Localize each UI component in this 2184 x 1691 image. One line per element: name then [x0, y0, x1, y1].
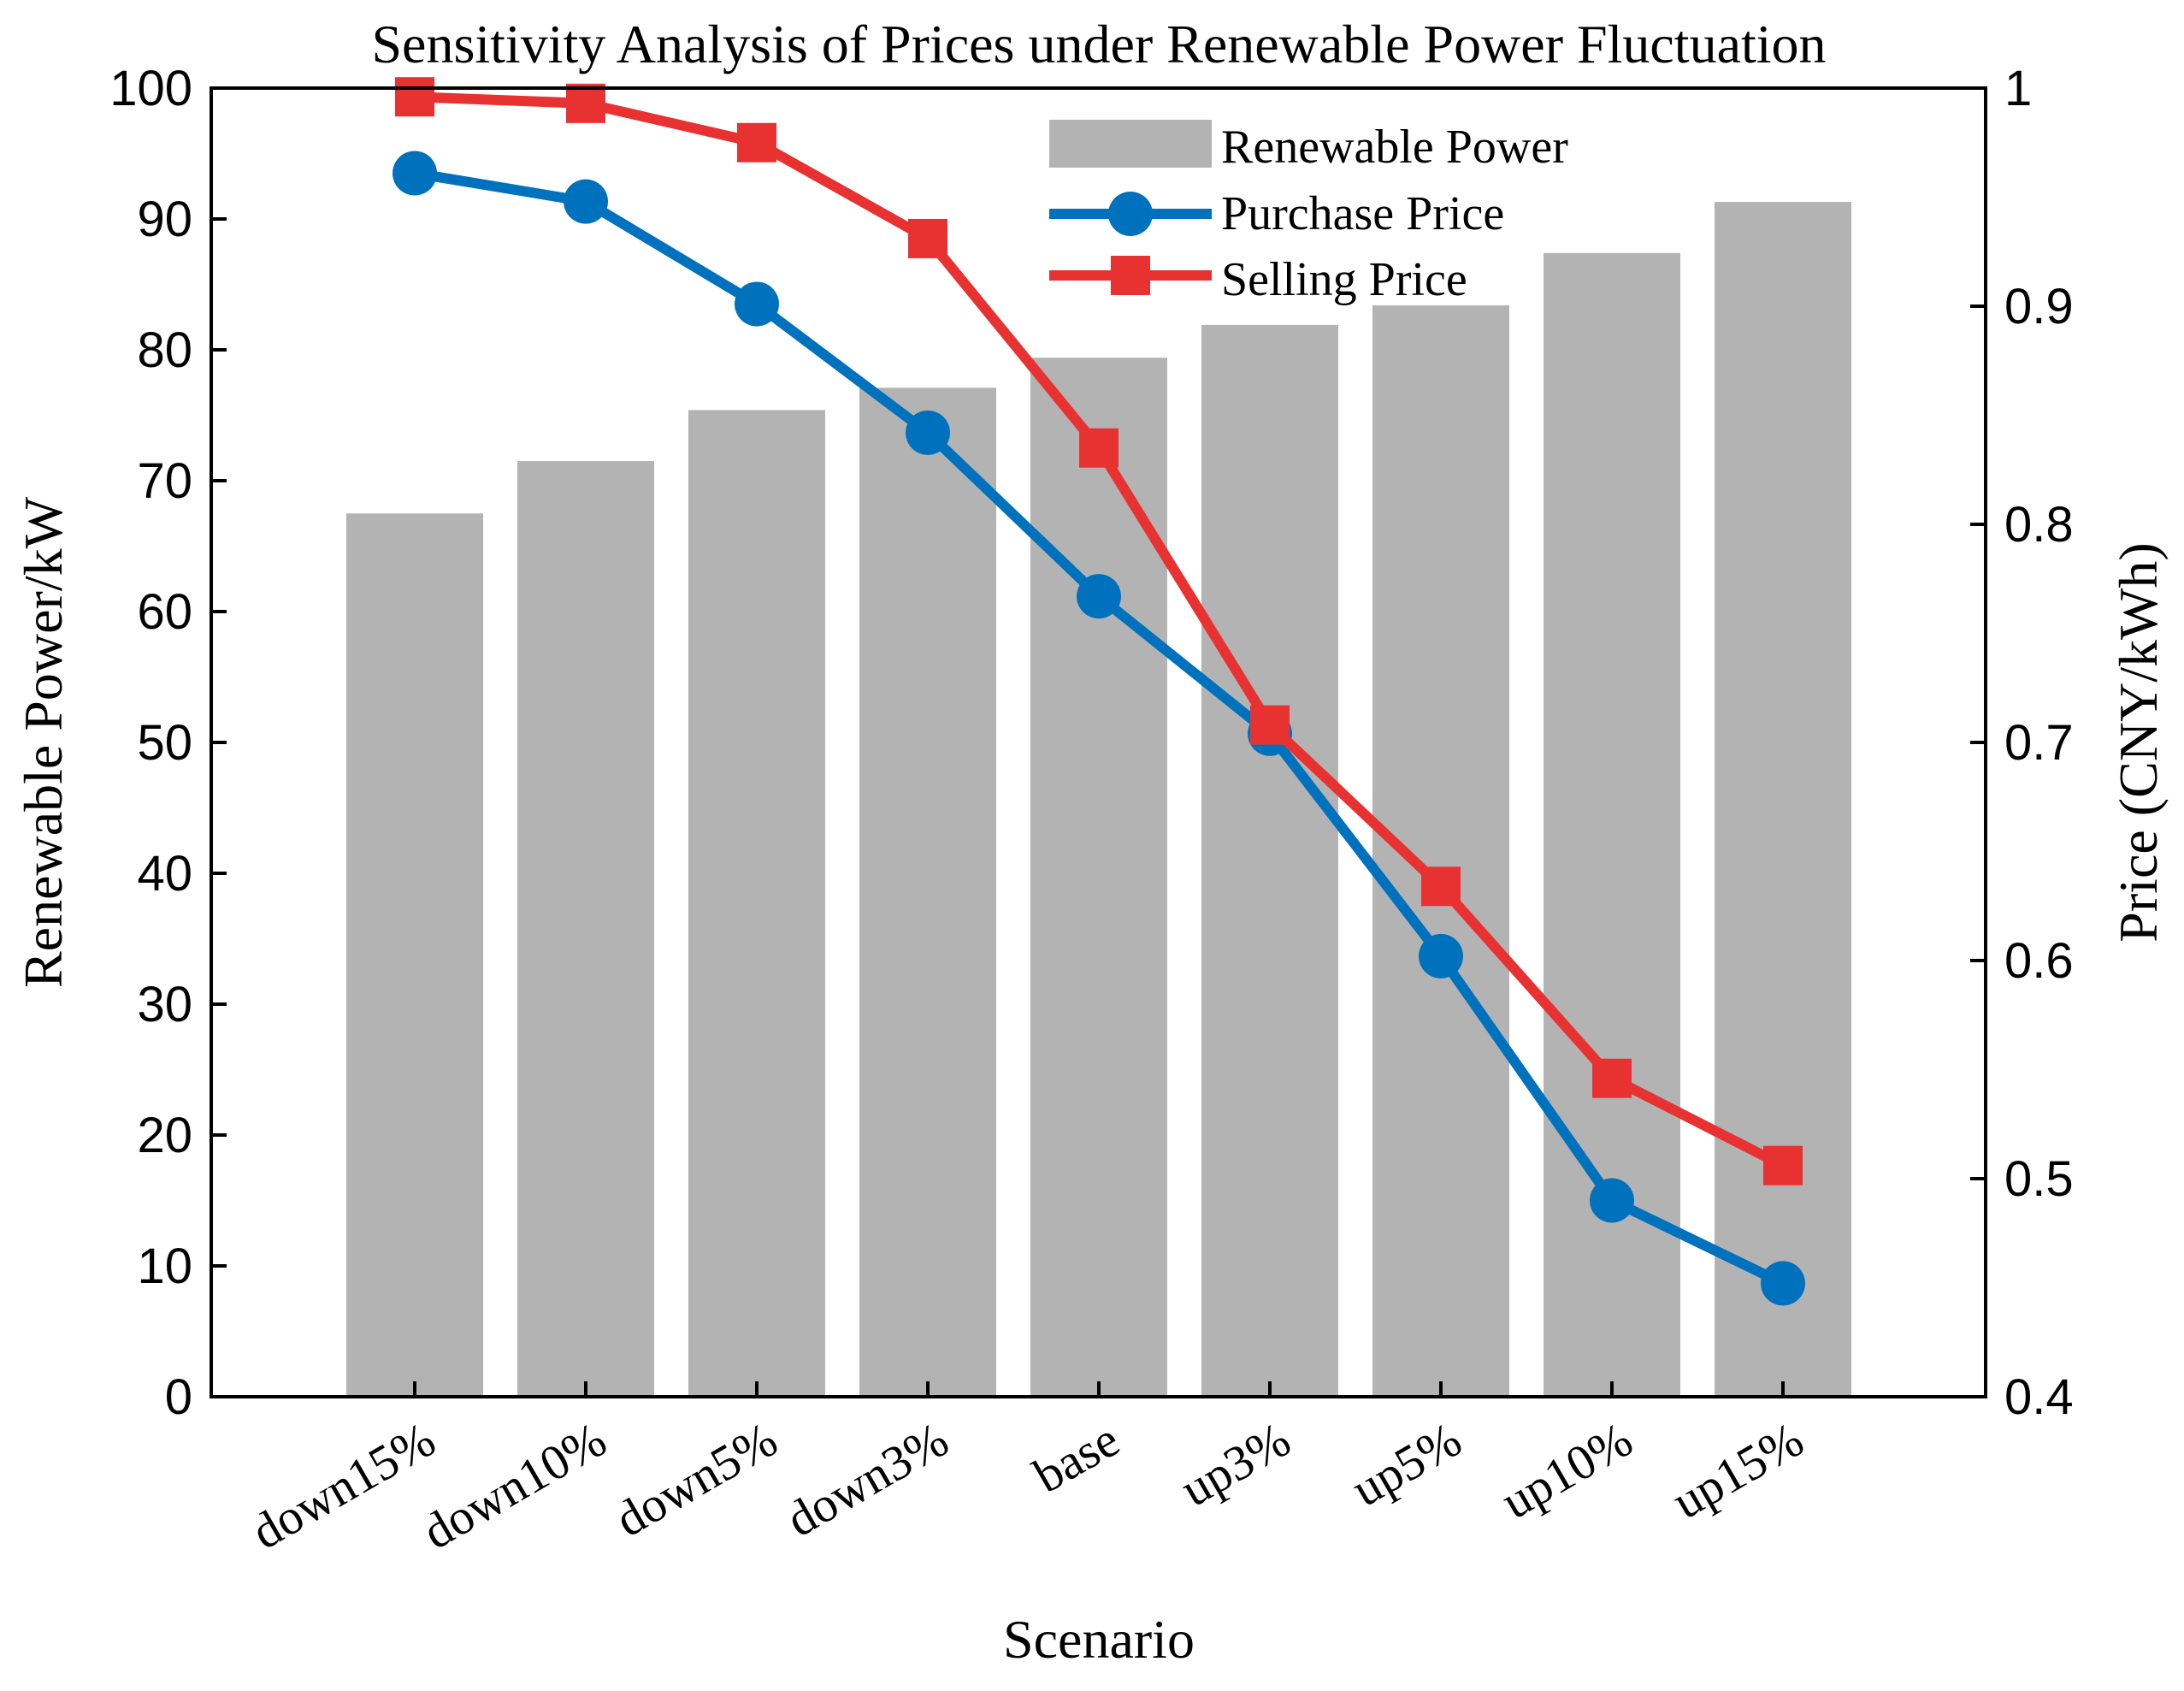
legend-label-renewable-power: Renewable Power: [1221, 121, 1568, 174]
y2-tick-label: 0.7: [2004, 715, 2074, 771]
y-tick-label: 20: [137, 1108, 192, 1163]
point-selling-price-base: [1079, 428, 1119, 468]
point-selling-price-down3%: [908, 218, 947, 258]
y2-tick-label: 0.5: [2004, 1151, 2074, 1207]
y-tick-label: 100: [109, 61, 192, 116]
point-purchase-price-up10%: [1590, 1178, 1634, 1223]
bar-down5%: [688, 410, 825, 1397]
point-purchase-price-down15%: [393, 151, 437, 196]
legend-label-selling-price: Selling Price: [1221, 253, 1467, 306]
point-selling-price-up15%: [1763, 1145, 1803, 1185]
y-tick-label: 70: [137, 453, 192, 509]
point-selling-price-up3%: [1250, 705, 1290, 745]
legend-marker-purchase-price: [1108, 192, 1153, 236]
y2-axis-label: Price (CNY/kWh): [2108, 542, 2169, 942]
y2-tick-label: 0.6: [2004, 933, 2074, 989]
y-tick-label: 50: [137, 715, 192, 771]
y-tick-label: 80: [137, 322, 192, 378]
point-selling-price-down5%: [737, 122, 776, 163]
legend-marker-selling-price: [1111, 256, 1150, 295]
y-tick-label: 0: [165, 1369, 192, 1425]
legend-swatch-renewable-power: [1049, 120, 1212, 168]
y2-tick-label: 0.8: [2004, 497, 2074, 553]
point-selling-price-down15%: [395, 77, 434, 117]
point-selling-price-up10%: [1592, 1058, 1632, 1098]
point-purchase-price-base: [1077, 574, 1121, 619]
point-purchase-price-up5%: [1419, 933, 1463, 979]
y-tick-label: 90: [137, 192, 192, 247]
point-selling-price-up5%: [1421, 866, 1461, 907]
tick-group: [211, 86, 1986, 1398]
y2-tick-label: 1: [2004, 61, 2032, 116]
bar-base: [1030, 358, 1167, 1398]
y2-tick-label: 0.4: [2004, 1369, 2074, 1425]
line-group: [393, 77, 1805, 1306]
point-purchase-price-down10%: [564, 179, 608, 224]
point-selling-price-down10%: [566, 83, 605, 123]
legend: Renewable Power Purchase Price Selling P…: [1049, 120, 1568, 306]
bar-up3%: [1201, 324, 1338, 1398]
bar-down15%: [346, 513, 483, 1397]
y2-tick-label: 0.9: [2004, 279, 2074, 334]
y-tick-label: 30: [137, 977, 192, 1032]
y-tick-label: 60: [137, 584, 192, 640]
bar-up5%: [1372, 304, 1509, 1398]
bar-up15%: [1715, 202, 1851, 1398]
point-purchase-price-down5%: [735, 281, 779, 327]
legend-label-purchase-price: Purchase Price: [1221, 187, 1504, 240]
bar-down3%: [859, 387, 996, 1397]
chart-title: Sensitivity Analysis of Prices under Ren…: [371, 14, 1826, 74]
x-axis-label: Scenario: [1003, 1609, 1195, 1670]
point-purchase-price-down3%: [906, 410, 950, 455]
bar-down10%: [517, 461, 654, 1397]
y-tick-label: 10: [137, 1239, 192, 1294]
y-axis-label: Renewable Power/kW: [13, 496, 74, 988]
y-tick-label: 40: [137, 846, 192, 902]
bar-group: [346, 202, 1851, 1398]
point-purchase-price-up15%: [1761, 1261, 1805, 1306]
